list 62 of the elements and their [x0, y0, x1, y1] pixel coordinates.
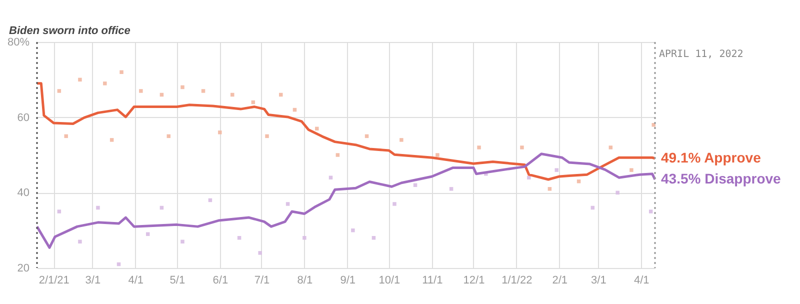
point: [258, 251, 262, 255]
point: [302, 236, 306, 240]
x-tick-label: 3/1: [591, 274, 606, 286]
point: [64, 134, 68, 138]
point: [180, 240, 184, 244]
point: [110, 138, 114, 142]
x-tick-label: 6/1: [212, 274, 228, 286]
ref-line-label: Biden sworn into office: [9, 25, 130, 37]
x-tick-label: 7/1: [254, 274, 270, 286]
point: [265, 134, 269, 138]
point: [608, 146, 613, 150]
line-series: [36, 82, 656, 181]
x-tick-label: 4/1: [634, 274, 650, 286]
point: [616, 190, 620, 195]
point: [436, 153, 440, 157]
point: [520, 146, 524, 150]
point: [336, 153, 340, 157]
point: [286, 202, 290, 206]
point: [315, 126, 319, 131]
point: [57, 210, 62, 214]
point: [96, 206, 100, 210]
point: [351, 228, 355, 232]
point: [139, 89, 143, 93]
line-series: [36, 152, 656, 249]
point: [146, 232, 150, 236]
point: [201, 89, 206, 93]
y-tick-label: 40: [17, 187, 30, 200]
x-tick-label: 8/1: [297, 274, 313, 286]
text: 43.5% Disapprove: [661, 170, 781, 186]
x-tick-label: 2/1/21: [38, 274, 70, 286]
point: [449, 187, 454, 191]
x-tick-label: 10/1: [378, 274, 400, 286]
x-tick-label: 9/1: [340, 274, 356, 286]
point: [652, 122, 656, 127]
point: [477, 146, 481, 150]
y-tick-label: 80%: [7, 36, 30, 48]
ref-line-label: APRIL 11, 2022: [659, 49, 744, 60]
y-tick-label: 60: [17, 112, 30, 124]
x-tick-label: 2/1: [552, 274, 568, 286]
point: [630, 168, 634, 172]
point: [554, 168, 558, 172]
x-tick-label: 12/1: [463, 274, 485, 286]
point: [78, 240, 82, 244]
x-tick-label: 11/1: [422, 274, 443, 286]
point: [648, 210, 653, 214]
point: [400, 138, 404, 142]
point: [120, 70, 124, 74]
point: [103, 82, 107, 86]
y-tick-label: 20: [17, 262, 30, 274]
x-tick-label: 3/1: [85, 274, 101, 286]
x-tick-label: 1/1/22: [502, 274, 532, 286]
point: [392, 202, 396, 206]
text: 49.1% Approve: [661, 149, 761, 166]
point: [57, 89, 62, 93]
point: [180, 85, 184, 90]
point: [548, 187, 552, 191]
x-tick-label: 4/1: [128, 274, 144, 286]
point: [328, 176, 333, 180]
x-tick-label: 5/1: [170, 274, 186, 286]
point: [527, 176, 531, 180]
point: [78, 78, 82, 82]
point: [218, 130, 222, 134]
